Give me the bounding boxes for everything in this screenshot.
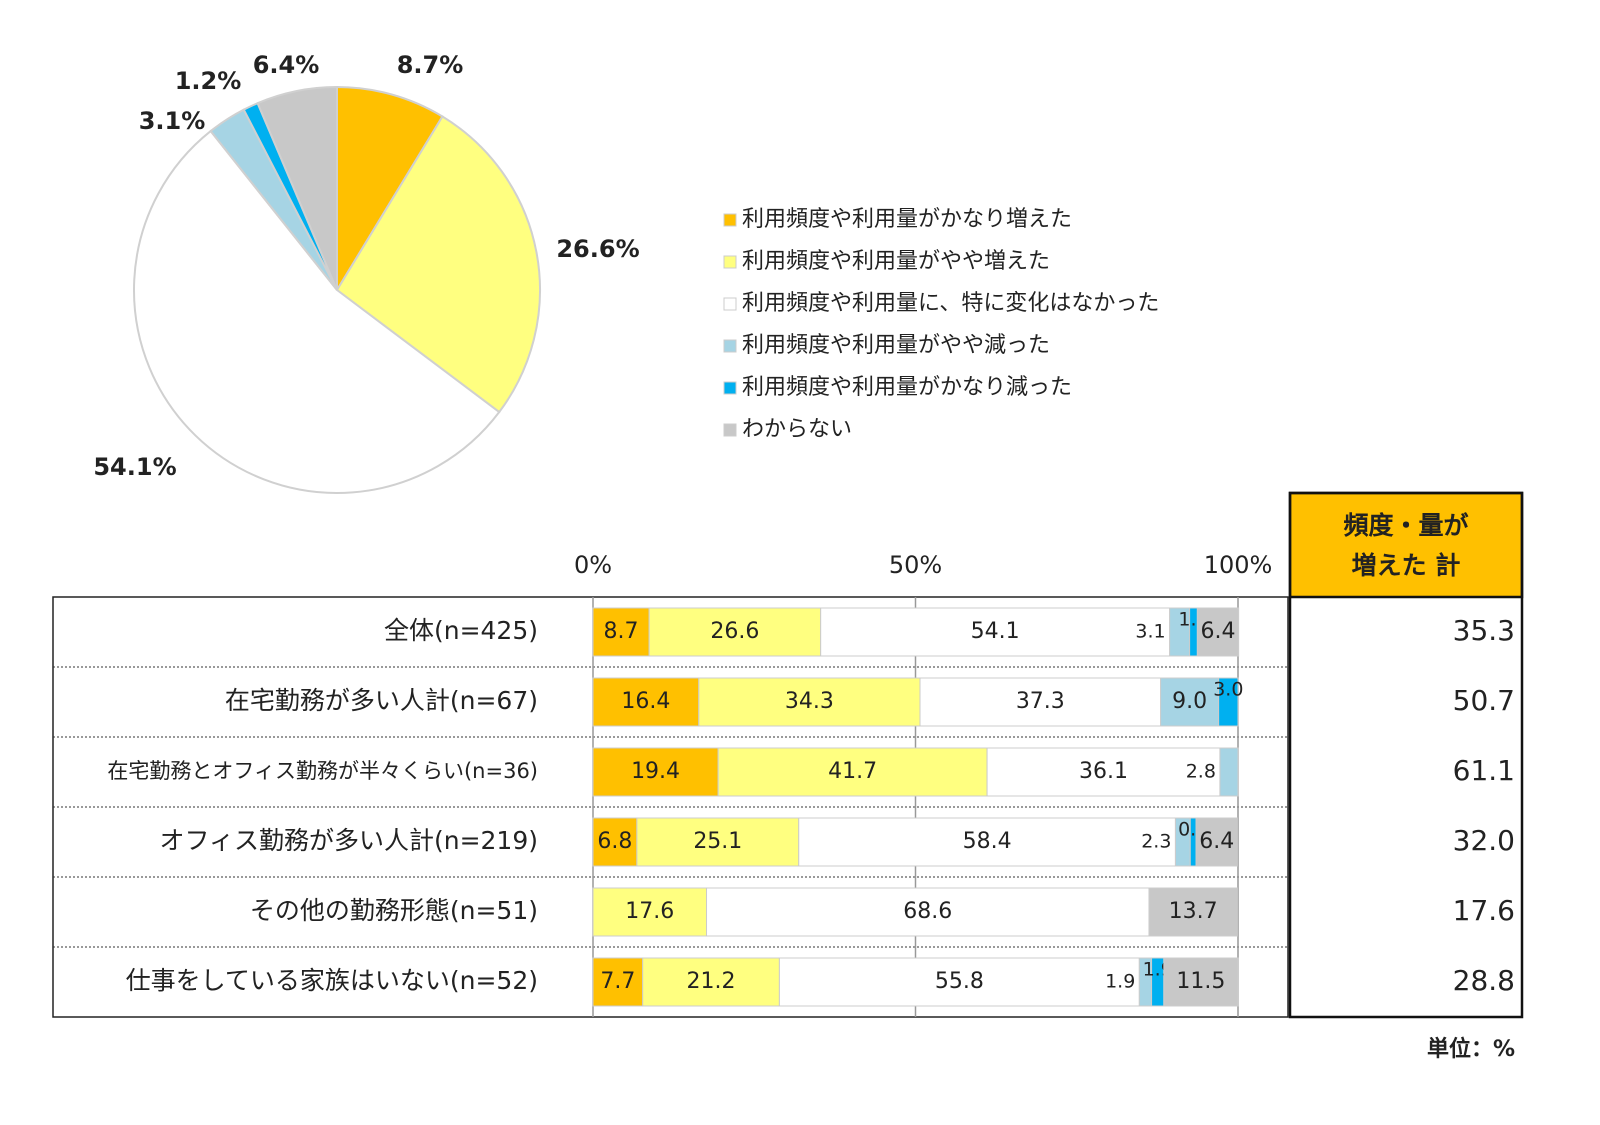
- segment-label: 6.4: [1199, 829, 1234, 854]
- segment-label: 19.4: [631, 759, 680, 784]
- category-label: その他の勤務形態(n=51): [250, 896, 538, 925]
- legend-label: 利用頻度や利用量がやや増えた: [742, 249, 1050, 274]
- bar-segment: [648, 607, 822, 657]
- bar-segment: [1218, 677, 1239, 727]
- slice-label: 26.6%: [556, 235, 639, 263]
- legend-swatch: [723, 339, 737, 353]
- segment-label: 13.7: [1169, 899, 1218, 924]
- unit-note: 単位：%: [1427, 1036, 1515, 1062]
- category-label: 在宅勤務が多い人計(n=67): [225, 686, 538, 715]
- segment-label: 26.6: [710, 619, 759, 644]
- segment-label: 68.6: [903, 899, 952, 924]
- totals-frame: [1288, 491, 1524, 1019]
- category-label: オフィス勤務が多い人計(n=219): [159, 826, 538, 855]
- total-value: 17.6: [1453, 894, 1515, 927]
- total-value: 35.3: [1453, 614, 1515, 647]
- total-value: 50.7: [1453, 684, 1515, 717]
- bar-segment: [717, 747, 988, 797]
- segment-label: 36.1: [1079, 759, 1128, 784]
- bar-segment: [636, 817, 800, 867]
- legend-label: 利用頻度や利用量がかなり減った: [742, 375, 1072, 400]
- legend-swatch: [723, 381, 737, 395]
- segment-label: 1.9: [1105, 971, 1135, 993]
- totals-title: 頻度・量が: [1343, 511, 1468, 540]
- x-tick-label: 0%: [574, 551, 612, 579]
- segment-label: 34.3: [785, 689, 834, 714]
- segment-label: 17.6: [625, 899, 674, 924]
- segment-label: 25.1: [693, 829, 742, 854]
- bar-segment: [1196, 607, 1240, 657]
- bar-segment: [592, 817, 638, 867]
- legend-swatch: [723, 213, 737, 227]
- segment-label: 58.4: [963, 829, 1012, 854]
- legend-label: わからない: [742, 417, 852, 442]
- bar-segment: [592, 607, 650, 657]
- segment-label: 9.0: [1172, 689, 1207, 714]
- segment-label: 55.8: [935, 969, 984, 994]
- bar-segment: [1219, 747, 1239, 797]
- bar-segment: [798, 817, 1176, 867]
- total-value: 61.1: [1453, 754, 1515, 787]
- bar-segment: [1148, 887, 1238, 937]
- category-label: 仕事をしている家族はいない(n=52): [126, 966, 538, 995]
- segment-label: 21.2: [687, 969, 736, 994]
- segment-label: 3.0: [1213, 679, 1243, 701]
- slice-label: 3.1%: [139, 107, 206, 135]
- bar-segment: [820, 607, 1171, 657]
- pie-slice: [256, 85, 338, 291]
- segment-label: 2.3: [1141, 831, 1171, 853]
- bar-segment: [986, 747, 1221, 797]
- segment-label: 7.7: [600, 969, 635, 994]
- total-value: 32.0: [1453, 824, 1515, 857]
- legend-label: 利用頻度や利用量がやや減った: [742, 333, 1050, 358]
- bar-segment: [1195, 817, 1238, 867]
- category-label: 在宅勤務とオフィス勤務が半々くらい(n=36): [107, 759, 538, 783]
- pie-slice: [133, 129, 501, 494]
- segment-label: 6.8: [597, 829, 632, 854]
- legend-swatch: [723, 423, 737, 437]
- legend-swatch: [723, 255, 737, 269]
- x-tick-label: 50%: [889, 551, 942, 579]
- segment-label: 16.4: [621, 689, 670, 714]
- segment-label: 3.1: [1135, 621, 1165, 643]
- bar-segment: [919, 677, 1162, 727]
- segment-label: 2.8: [1186, 761, 1216, 783]
- segment-label: 37.3: [1016, 689, 1065, 714]
- totals-header: [1288, 491, 1524, 599]
- bar-segment: [706, 887, 1150, 937]
- bar-segment: [592, 887, 708, 937]
- pie-slice: [335, 115, 541, 414]
- bar-segment: [1163, 957, 1239, 1007]
- slice-label: 8.7%: [397, 51, 464, 79]
- bar-segment: [592, 747, 719, 797]
- slice-label: 6.4%: [253, 51, 320, 79]
- segment-label: 8.7: [604, 619, 639, 644]
- pie-slice: [336, 85, 444, 294]
- slice-label: 1.2%: [175, 67, 242, 95]
- bar-segment: [642, 957, 780, 1007]
- category-label: 全体(n=425): [384, 616, 538, 645]
- segment-label: 11.5: [1176, 969, 1225, 994]
- total-value: 28.8: [1453, 964, 1515, 997]
- legend-swatch: [723, 297, 737, 311]
- bar-segment: [778, 957, 1140, 1007]
- segment-label: 6.4: [1201, 619, 1236, 644]
- slice-label: 54.1%: [93, 453, 176, 481]
- totals-title: 増えた 計: [1352, 551, 1461, 580]
- segment-label: 41.7: [828, 759, 877, 784]
- bar-segment: [1160, 677, 1220, 727]
- x-tick-label: 100%: [1204, 551, 1273, 579]
- legend-label: 利用頻度や利用量に、特に変化はなかった: [742, 291, 1159, 316]
- bar-segment: [698, 677, 921, 727]
- legend-label: 利用頻度や利用量がかなり増えた: [742, 207, 1072, 232]
- segment-label: 54.1: [971, 619, 1020, 644]
